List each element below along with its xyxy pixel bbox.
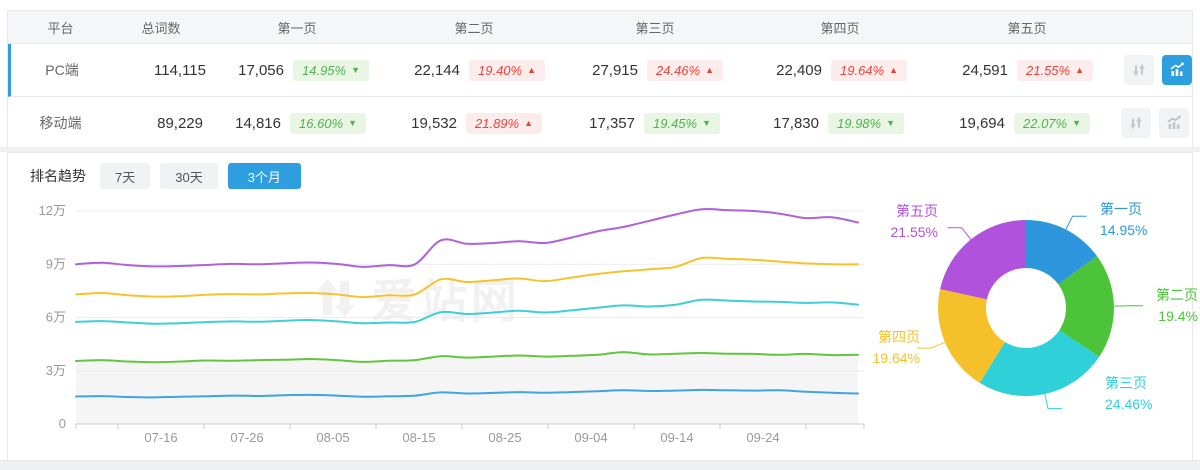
rank-table: 平台 总词数 第一页 第二页 第三页 第四页 第五页 PC端 114,115 1… — [7, 10, 1193, 150]
donut-label-line — [948, 228, 971, 240]
total-words-value: 114,115 — [116, 62, 212, 79]
tab-3-months[interactable]: 3个月 — [228, 163, 301, 189]
page1-count: 14,816 — [209, 115, 281, 132]
svg-text:07-16: 07-16 — [144, 430, 177, 445]
page2-change-badge: 21.89%▲ — [466, 113, 542, 134]
trend-arrow-icon: ▼ — [351, 66, 360, 75]
platform-label: 移动端 — [8, 113, 113, 133]
svg-text:12万: 12万 — [39, 203, 66, 218]
page3-count: 17,357 — [563, 115, 635, 132]
svg-text:08-25: 08-25 — [488, 430, 521, 445]
donut-label-line — [1045, 394, 1062, 409]
svg-text:08-15: 08-15 — [402, 430, 435, 445]
page1-change-badge: 16.60%▼ — [290, 113, 366, 134]
row-actions — [1121, 108, 1200, 138]
donut-label-page5: 第五页 21.55% — [874, 201, 938, 243]
trend-arrow-icon: ▼ — [1072, 119, 1081, 128]
page4-change-badge: 19.64%▲ — [831, 60, 907, 81]
page5-count: 24,591 — [936, 62, 1008, 79]
svg-text:09-24: 09-24 — [746, 430, 779, 445]
svg-text:07-26: 07-26 — [230, 430, 263, 445]
bar-line-chart-icon — [1166, 115, 1182, 131]
header-platform: 平台 — [8, 18, 113, 37]
row-actions — [1124, 55, 1200, 85]
page2-count: 22,144 — [388, 62, 460, 79]
header-page4: 第四页 — [747, 18, 933, 37]
svg-text:08-05: 08-05 — [316, 430, 349, 445]
svg-text:9万: 9万 — [46, 256, 66, 271]
sort-arrows-button[interactable] — [1124, 55, 1154, 85]
up-down-arrows-icon — [1131, 62, 1147, 78]
donut-label-line — [1066, 216, 1087, 229]
page3-group: 17,357 19.45%▼ — [563, 113, 747, 134]
donut-label-page2: 第二页 19.4% — [1136, 285, 1198, 327]
trend-arrow-icon: ▲ — [889, 66, 898, 75]
trend-arrow-icon: ▼ — [348, 119, 357, 128]
header-total-words: 总词数 — [113, 18, 209, 37]
header-page1: 第一页 — [209, 18, 385, 37]
table-row-mobile[interactable]: 移动端 89,229 14,816 16.60%▼ 19,532 21.89%▲… — [8, 97, 1192, 150]
up-down-arrows-icon — [1128, 115, 1144, 131]
trend-arrow-icon: ▲ — [705, 66, 714, 75]
page4-change-badge: 19.98%▼ — [828, 113, 904, 134]
page1-group: 14,816 16.60%▼ — [209, 113, 385, 134]
sort-arrows-button[interactable] — [1121, 108, 1151, 138]
page4-group: 22,409 19.64%▲ — [750, 60, 936, 81]
donut-label-line — [917, 342, 945, 348]
trend-arrow-icon: ▲ — [1075, 66, 1084, 75]
donut-label-page3: 第三页 24.46% — [1105, 373, 1152, 415]
page5-change-badge: 22.07%▼ — [1014, 113, 1090, 134]
trend-chart-button[interactable] — [1162, 55, 1192, 85]
bar-line-chart-icon — [1169, 62, 1185, 78]
page4-count: 17,830 — [747, 115, 819, 132]
trend-arrow-icon: ▲ — [527, 66, 536, 75]
page2-group: 22,144 19.40%▲ — [388, 60, 566, 81]
page4-count: 22,409 — [750, 62, 822, 79]
page1-group: 17,056 14.95%▼ — [212, 60, 388, 81]
svg-text:09-04: 09-04 — [574, 430, 607, 445]
page5-group: 19,694 22.07%▼ — [933, 113, 1121, 134]
page3-group: 27,915 24.46%▲ — [566, 60, 750, 81]
svg-text:3万: 3万 — [46, 363, 66, 378]
page4-group: 17,830 19.98%▼ — [747, 113, 933, 134]
svg-text:09-14: 09-14 — [660, 430, 693, 445]
trend-arrow-icon: ▼ — [886, 119, 895, 128]
donut-label-page4: 第四页 19.64% — [856, 327, 920, 369]
donut-slice-第五页[interactable] — [940, 220, 1026, 299]
svg-text:6万: 6万 — [46, 310, 66, 325]
page3-change-badge: 24.46%▲ — [647, 60, 723, 81]
trend-title: 排名趋势 — [30, 166, 86, 186]
page2-change-badge: 19.40%▲ — [469, 60, 545, 81]
table-header-row: 平台 总词数 第一页 第二页 第三页 第四页 第五页 — [8, 11, 1192, 44]
header-page3: 第三页 — [563, 18, 747, 37]
platform-label: PC端 — [8, 60, 116, 80]
trend-arrow-icon: ▲ — [524, 119, 533, 128]
page3-change-badge: 19.45%▼ — [644, 113, 720, 134]
total-words-value: 89,229 — [113, 115, 209, 132]
table-row-pc[interactable]: PC端 114,115 17,056 14.95%▼ 22,144 19.40%… — [8, 44, 1192, 97]
page2-count: 19,532 — [385, 115, 457, 132]
header-page2: 第二页 — [385, 18, 563, 37]
page5-change-badge: 21.55%▲ — [1017, 60, 1093, 81]
header-page5: 第五页 — [933, 18, 1121, 37]
page1-count: 17,056 — [212, 62, 284, 79]
trend-panel-header: 排名趋势 7天 30天 3个月 — [30, 163, 301, 189]
page2-group: 19,532 21.89%▲ — [385, 113, 563, 134]
trend-arrow-icon: ▼ — [702, 119, 711, 128]
svg-text:0: 0 — [59, 416, 66, 431]
donut-label-page1: 第一页 14.95% — [1100, 199, 1147, 241]
page5-count: 19,694 — [933, 115, 1005, 132]
page1-change-badge: 14.95%▼ — [293, 60, 369, 81]
tab-30-days[interactable]: 30天 — [160, 163, 217, 189]
page3-count: 27,915 — [566, 62, 638, 79]
trend-chart-button[interactable] — [1159, 108, 1189, 138]
rank-trend-line-chart: 0 3万 6万 9万 12万 07-16 07-26 08-05 08-15 08-25 09-04… — [8, 193, 880, 455]
tab-7-days[interactable]: 7天 — [100, 163, 150, 189]
page5-group: 24,591 21.55%▲ — [936, 60, 1124, 81]
